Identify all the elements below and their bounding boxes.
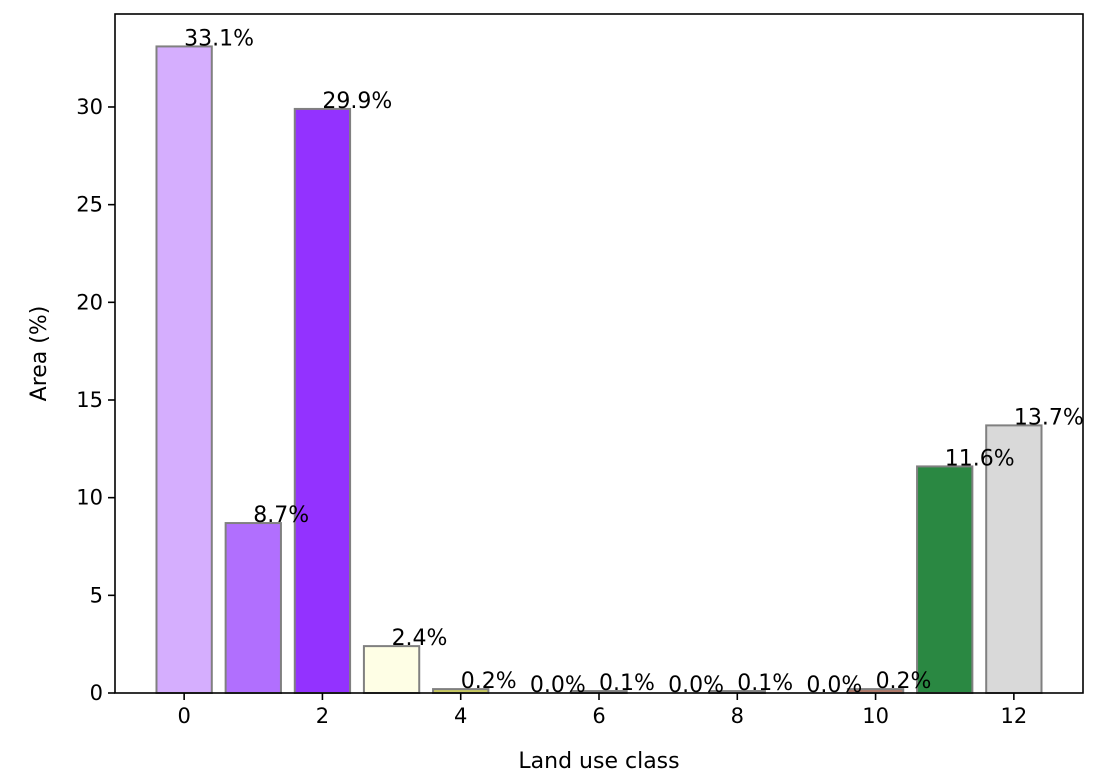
bar-class-12 — [985, 424, 1043, 694]
bar-class-1 — [224, 522, 282, 695]
data-label-class-11: 11.6% — [945, 446, 1015, 471]
data-label-class-9: 0.0% — [806, 673, 862, 698]
data-labels-group: 33.1% 8.7% 29.9% 2.4% 0.2% 0.0% 0.1% 0.0% 0.1% 0.… — [184, 26, 1084, 698]
y-tick-label: 10 — [76, 486, 103, 510]
bar-class-0 — [155, 45, 213, 695]
data-label-class-7: 0.0% — [668, 673, 724, 698]
data-label-class-5: 0.0% — [530, 673, 586, 698]
bar-class-11 — [916, 465, 974, 694]
y-tick-label: 25 — [76, 193, 103, 217]
data-label-class-12: 13.7% — [1014, 405, 1084, 430]
y-axis-label: Area (%) — [27, 306, 52, 402]
bar-class-3 — [362, 645, 421, 695]
y-tick-label: 0 — [90, 681, 103, 705]
x-tick-label: 0 — [177, 704, 190, 728]
y-tick-label: 20 — [76, 290, 103, 314]
y-tick-label: 15 — [76, 388, 103, 412]
data-label-class-6: 0.1% — [599, 671, 655, 696]
x-tick-label: 10 — [862, 704, 889, 728]
x-axis-ticks: 0 2 4 6 8 10 12 — [177, 693, 1027, 728]
x-tick-label: 4 — [454, 704, 467, 728]
x-axis-label: Land use class — [518, 749, 679, 770]
data-label-class-1: 8.7% — [253, 503, 309, 528]
x-tick-label: 12 — [1000, 704, 1027, 728]
bar-class-2 — [293, 107, 352, 694]
data-label-class-8: 0.1% — [737, 671, 793, 696]
data-label-class-0: 33.1% — [184, 26, 254, 51]
x-tick-label: 8 — [731, 704, 744, 728]
x-tick-label: 2 — [316, 704, 329, 728]
x-tick-label: 6 — [592, 704, 605, 728]
data-label-class-2: 29.9% — [322, 89, 392, 114]
data-label-class-4: 0.2% — [461, 669, 517, 694]
data-label-class-3: 2.4% — [392, 626, 448, 651]
bars-group — [155, 45, 1043, 695]
y-tick-label: 5 — [90, 583, 103, 607]
plot-frame — [114, 13, 1084, 694]
y-tick-label: 30 — [76, 95, 103, 119]
y-axis-ticks: 0 5 10 15 20 25 30 — [76, 95, 115, 705]
data-label-class-10: 0.2% — [876, 669, 932, 694]
